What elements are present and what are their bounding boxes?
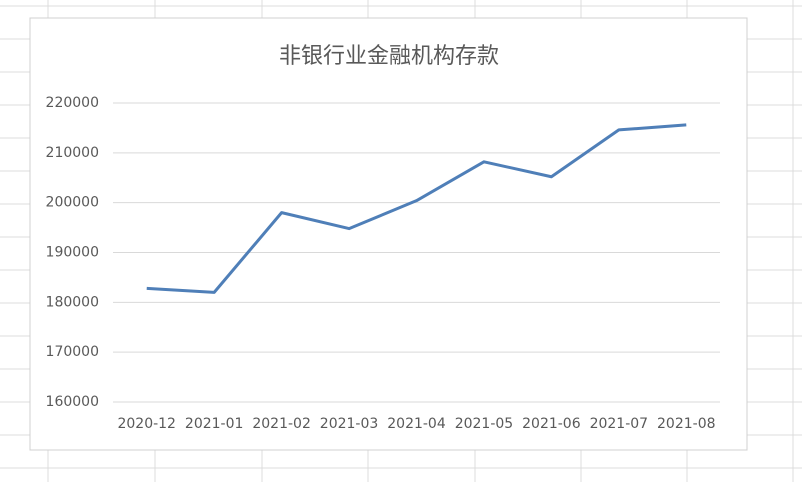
y-tick-label: 170000 [46, 344, 99, 360]
chart-title: 非银行业金融机构存款 [279, 44, 499, 69]
y-tick-label: 190000 [46, 245, 99, 261]
data-line [146, 123, 687, 294]
y-tick-label: 200000 [46, 195, 99, 211]
x-tick-label: 2021-06 [522, 416, 581, 432]
x-tick-label: 2021-04 [387, 416, 446, 432]
y-tick-label: 220000 [46, 95, 99, 111]
x-tick-label: 2021-07 [590, 416, 649, 432]
plot: 160000 170000 180000 190000 200000 210000 2200… [46, 95, 720, 432]
y-tick-label: 160000 [46, 394, 99, 410]
x-tick-label: 2021-01 [185, 416, 244, 432]
x-tick-label: 2021-05 [455, 416, 514, 432]
y-tick-label: 210000 [46, 145, 99, 161]
x-tick-label: 2021-02 [252, 416, 311, 432]
x-tick-label: 2021-03 [320, 416, 379, 432]
x-tick-label: 2020-12 [117, 416, 176, 432]
x-tick-label: 2021-08 [657, 416, 716, 432]
chart-area[interactable] [29, 17, 748, 451]
y-tick-label: 180000 [46, 294, 99, 310]
